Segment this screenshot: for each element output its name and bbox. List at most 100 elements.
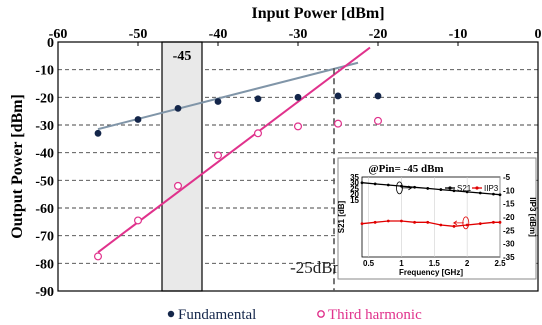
highlight-band-45 [161, 41, 203, 292]
inset-x-tick-1: 1 [399, 259, 404, 268]
inset-iip3-axis-arrow [452, 220, 464, 226]
third-harmonic-point-3 [214, 151, 223, 160]
main-fit-lines [97, 46, 371, 254]
inset-x-tick-2: 1.5 [429, 259, 441, 268]
third-harmonic-point-2 [174, 181, 183, 190]
inset-x-axis-title: Frequency [GHz] [399, 268, 463, 277]
y-tick-label-9: -90 [35, 285, 54, 300]
inset-point-iip3-3 [400, 219, 403, 223]
inset-y-left-tick-4: 15 [350, 196, 359, 205]
inset-point-iip3-11 [498, 220, 502, 224]
inset-y-left-tick-2: 25 [350, 184, 359, 193]
fundamental-point-0 [94, 129, 102, 137]
y-tick-label-2: -20 [35, 91, 54, 106]
legend-fundamental-label: Fundamental [178, 307, 256, 323]
inset-y-right-tick-5: -30 [503, 240, 515, 249]
inset-legend-label-1: IIP3 [484, 184, 499, 193]
y-tick-label-5: -50 [35, 174, 54, 189]
inset-point-iip3-9 [478, 222, 482, 226]
inset-s21-axis-arrow [401, 185, 413, 191]
inset-y-right-tick-2: -15 [503, 200, 515, 209]
inset-y-left-title: S21 [dB] [337, 200, 346, 233]
main-x-axis-title: Input Power [dBm] [251, 5, 384, 22]
y-tick-label-6: -60 [35, 202, 54, 217]
legend-third-harmonic-label: Third harmonic [328, 307, 422, 323]
x-tick-label-2: -40 [209, 27, 228, 42]
main-legend: Fundamental Third harmonic [167, 307, 422, 323]
inset-point-iip3-2 [386, 219, 390, 223]
inset-y-right-tick-4: -25 [503, 226, 515, 235]
x-tick-label-4: -20 [369, 27, 388, 42]
inset-line-s21 [361, 182, 501, 196]
inset-background [337, 157, 537, 280]
inset-point-s21-9 [478, 191, 482, 195]
third-harmonic-point-4 [254, 129, 263, 138]
main-data-points [93, 92, 383, 261]
inset-y-right-title: IIP3 [dBm] [528, 197, 537, 237]
inset-x-tick-3: 2 [465, 259, 470, 268]
inset-y-right-tick-1: -10 [503, 186, 515, 195]
inset-point-iip3-8 [465, 223, 469, 227]
main-chart: -45 -60 -50 -40 -30 -20 -10 0 0-10-20-30-40-50… [9, 5, 542, 300]
x-tick-label-1: -50 [129, 27, 148, 42]
inset-legend-marker-0 [448, 186, 452, 190]
third-harmonic-point-5 [294, 122, 303, 131]
x-tick-label-5: -10 [449, 27, 468, 42]
legend-third-harmonic-marker [317, 310, 325, 318]
main-y-ticks: 0 -10 -20 -30 -40 -50 -60 -70 -80 -90 [35, 36, 54, 300]
inset-point-iip3-6 [439, 223, 443, 227]
x-tick-label-0: -60 [49, 27, 68, 42]
inset-x-tick-4: 2.5 [494, 259, 506, 268]
fundamental-point-5 [294, 93, 302, 101]
inset-point-iip3-10 [492, 220, 495, 224]
inset-y-left-tick-0: 35 [350, 173, 359, 182]
fundamental-point-4 [254, 95, 262, 103]
inset-point-s21-2 [386, 183, 390, 187]
inset-x-tick-0: 0.5 [363, 259, 375, 268]
main-x-ticks: -60 -50 -40 -30 -20 -10 0 [49, 27, 542, 46]
inset-line-iip3 [361, 220, 500, 227]
inset-y-right-tick-3: -20 [503, 213, 515, 222]
inset-point-s21-10 [492, 192, 495, 196]
x-tick-label-6: 0 [535, 27, 542, 42]
inset-point-iip3-7 [452, 224, 456, 228]
inset-point-s21-7 [452, 189, 456, 193]
y-tick-label-3: -30 [35, 119, 54, 134]
inset-y-left-tick-3: 20 [350, 190, 359, 199]
fundamental-point-2 [174, 105, 182, 112]
fundamental-point-7 [374, 92, 382, 100]
inset-axis-annotations [396, 181, 470, 230]
inset-point-s21-8 [465, 190, 469, 194]
fundamental-point-1 [134, 116, 142, 123]
inset-title: @Pin= -45 dBm [368, 163, 443, 175]
inset-point-iip3-1 [373, 220, 377, 224]
fundamental-point-6 [334, 92, 342, 100]
inset-point-s21-5 [426, 187, 430, 190]
x-tick-label-3: -30 [289, 27, 308, 42]
legend-fundamental-marker [167, 310, 175, 318]
inset-legend-label-0: S21 [457, 184, 472, 193]
inset-legend-marker-1 [475, 186, 479, 190]
inset-y-right-tick-0: -5 [503, 173, 511, 182]
third-harmonic-point-1 [134, 216, 143, 225]
fit-line-0 [97, 61, 359, 131]
third-harmonic-point-6 [334, 119, 343, 128]
inset-point-s21-0 [360, 181, 364, 185]
inset-y-right-tick-6: -35 [503, 253, 515, 262]
highlight-band-label: -45 [173, 49, 192, 64]
inset-x-ticks: 0.5 1 1.5 2 2.5 [363, 259, 506, 268]
inset-point-s21-4 [413, 185, 416, 189]
y-tick-label-4: -40 [35, 147, 54, 162]
inset-series-lines [360, 181, 502, 228]
vertical-marker-label: -25dBm [290, 258, 346, 277]
inset-point-iip3-5 [426, 220, 430, 224]
third-harmonic-point-7 [374, 116, 383, 125]
y-tick-label-1: -10 [35, 64, 54, 79]
y-tick-label-8: -80 [35, 257, 54, 272]
fit-line-1 [97, 46, 371, 254]
fundamental-point-3 [214, 98, 222, 105]
inset-point-iip3-0 [360, 222, 364, 226]
